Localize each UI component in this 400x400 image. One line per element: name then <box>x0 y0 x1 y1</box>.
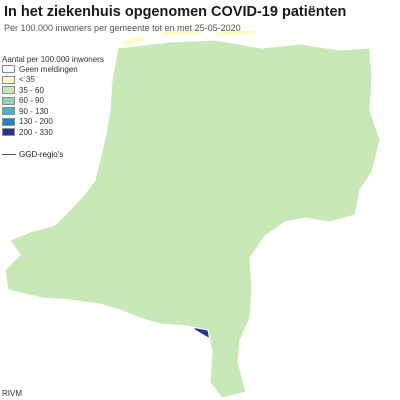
legend-item-label: < 35 <box>19 75 35 85</box>
legend-item-label: 200 - 330 <box>19 127 53 137</box>
legend-item-label: Geen meldingen <box>19 64 78 74</box>
legend-swatch <box>2 86 15 95</box>
legend-item: 130 - 200 <box>2 117 106 128</box>
legend-item: Geen meldingen <box>2 64 106 75</box>
legend-swatch <box>2 107 15 116</box>
legend: Aantal per 100.000 inwoners Geen melding… <box>2 55 106 138</box>
wadden-islands <box>119 29 257 47</box>
legend-items: Geen meldingen < 35 35 - 60 60 - 90 90 - 130… <box>2 64 106 138</box>
legend-swatch <box>2 65 15 74</box>
legend-item-label: 90 - 130 <box>19 106 49 116</box>
region-line-swatch <box>2 154 16 155</box>
legend-swatch <box>2 117 15 126</box>
region-key-label: GGD-regio's <box>19 150 64 159</box>
source-label: RIVM <box>2 389 22 398</box>
legend-item-label: 35 - 60 <box>19 85 44 95</box>
page-subtitle: Per 100.000 inwoners per gemeente tot en… <box>4 23 241 33</box>
legend-item: 60 - 90 <box>2 96 106 107</box>
legend-item: 35 - 60 <box>2 85 106 96</box>
legend-item: < 35 <box>2 75 106 86</box>
page-title: In het ziekenhuis opgenomen COVID-19 pat… <box>4 4 347 20</box>
legend-item-label: 60 - 90 <box>19 96 44 106</box>
wadden-sea <box>160 30 380 50</box>
legend-title: Aantal per 100.000 inwoners <box>2 55 106 64</box>
legend-swatch <box>2 128 15 137</box>
legend-swatch <box>2 96 15 105</box>
municipality <box>159 29 203 37</box>
legend-item-label: 130 - 200 <box>19 117 53 127</box>
municipality <box>214 29 257 37</box>
legend-swatch <box>2 75 15 84</box>
legend-item: 90 - 130 <box>2 106 106 117</box>
municipality <box>119 35 147 47</box>
legend-item: 200 - 330 <box>2 127 106 138</box>
ggd-region-key: GGD-regio's <box>2 150 63 159</box>
